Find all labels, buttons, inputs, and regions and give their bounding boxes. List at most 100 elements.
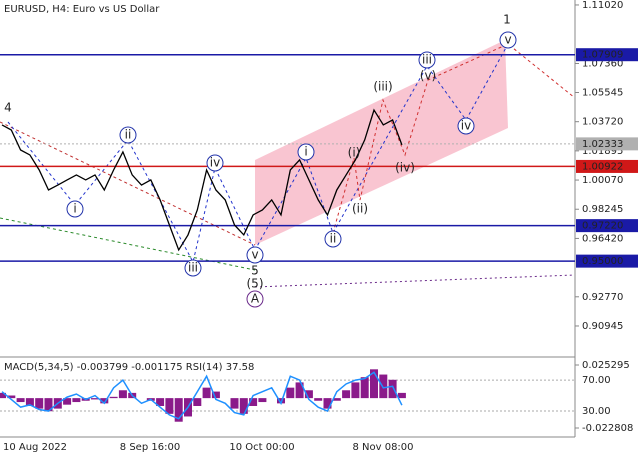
- y-tick-label: 0.96420: [582, 233, 623, 244]
- price-line: [1, 108, 403, 252]
- wave-circle: [246, 290, 264, 308]
- wave-label: v: [251, 248, 258, 262]
- level-label: 1.02333: [582, 139, 623, 150]
- wave-circle: [499, 31, 517, 49]
- y-tick-label: 1.03720: [582, 117, 623, 128]
- channel: [255, 40, 508, 245]
- y-tick-label: -0.022808: [582, 423, 633, 434]
- wave-label: (v): [420, 69, 436, 83]
- wave-label: 5: [251, 264, 259, 278]
- wave-label: (iii): [373, 80, 392, 94]
- macd-bar: [91, 398, 99, 400]
- macd-bar: [314, 398, 323, 401]
- wave-label: (iv): [395, 161, 415, 175]
- level-label-box: [576, 254, 638, 268]
- level-label: 0.97220: [582, 221, 623, 232]
- level-label-box: [576, 159, 638, 173]
- wave-label: ii: [125, 128, 132, 142]
- macd-bar: [295, 382, 304, 399]
- level-label-box: [576, 219, 638, 233]
- macd-bar: [202, 387, 211, 399]
- macd-bar: [35, 398, 44, 409]
- macd-bar: [211, 391, 220, 399]
- y2-tick-label: 30.00: [582, 406, 611, 417]
- wave-path: [332, 43, 576, 234]
- macd-bar: [360, 377, 369, 399]
- trend-line: [254, 274, 576, 288]
- macd-bar: [286, 387, 295, 399]
- macd-bar: [397, 392, 406, 399]
- wave-circle: [324, 230, 342, 248]
- macd-bar: [63, 398, 72, 405]
- macd-bar: [72, 398, 81, 403]
- macd-bar: [100, 398, 109, 404]
- wave-label: iv: [210, 156, 220, 170]
- y-tick-label: 1.11020: [582, 0, 623, 11]
- wave-circle: [119, 126, 137, 144]
- macd-bar: [258, 398, 267, 403]
- wave-label: 4: [4, 101, 12, 115]
- wave-label: (5): [247, 277, 264, 291]
- y2-tick-label: 70.00: [582, 375, 611, 386]
- y-tick-label: 1.00070: [582, 175, 623, 186]
- y-tick-label: 0.90945: [582, 321, 623, 332]
- macd-bar: [304, 390, 313, 399]
- x-tick-label: 8 Nov 08:00: [352, 442, 413, 453]
- wave-label: iv: [461, 119, 471, 133]
- wave-label: iii: [188, 261, 198, 275]
- macd-bar: [109, 396, 118, 399]
- level-label-box: [576, 48, 638, 62]
- wave-label: iii: [422, 53, 432, 67]
- macd-bar: [165, 398, 174, 414]
- level-label: 1.00922: [582, 161, 623, 172]
- wave-label: 1: [503, 13, 511, 27]
- x-tick-label: 10 Aug 2022: [3, 442, 67, 453]
- macd-bar: [156, 398, 165, 406]
- macd-bar: [379, 374, 388, 399]
- trend-line: [0, 121, 256, 246]
- macd-bar: [239, 398, 248, 414]
- wave-label: i: [304, 145, 307, 159]
- macd-bar: [25, 398, 34, 406]
- macd-bar: [230, 398, 239, 409]
- wave-label: (ii): [352, 202, 368, 216]
- y-tick-label: 1.01895: [582, 146, 623, 157]
- wave-circle: [206, 154, 224, 172]
- wave-circle: [246, 246, 264, 264]
- y-tick-label: 1.05545: [582, 88, 623, 99]
- level-label: 1.07909: [582, 50, 623, 61]
- wave-label: i: [73, 202, 76, 216]
- macd-bar: [118, 390, 127, 399]
- wave-label: (i): [348, 146, 361, 160]
- wave-label: v: [504, 33, 511, 47]
- y-tick-label: 0.025295: [582, 360, 630, 371]
- macd-bar: [332, 398, 341, 401]
- y-tick-label: 0.98245: [582, 204, 623, 215]
- macd-bar: [351, 382, 360, 399]
- x-tick-label: 10 Oct 00:00: [229, 442, 294, 453]
- wave-circle: [457, 117, 475, 135]
- rsi-line: [1, 371, 403, 420]
- y-tick-label: 0.92770: [582, 292, 623, 303]
- wave-circle: [297, 143, 315, 161]
- chart-title: EURUSD, H4: Euro vs US Dollar: [4, 4, 160, 15]
- wave-label: A: [251, 292, 260, 306]
- macd-bar: [44, 398, 53, 412]
- macd-bar: [193, 398, 202, 406]
- macd-bar: [342, 390, 351, 399]
- macd-bar: [249, 398, 258, 406]
- macd-bar: [277, 398, 285, 404]
- wave-circle: [184, 259, 202, 277]
- macd-bar: [0, 392, 6, 399]
- macd-bar: [370, 369, 378, 399]
- x-tick-label: 8 Sep 16:00: [120, 442, 180, 453]
- indicator-title: MACD(5,34,5) -0.003799 -0.001175 RSI(14)…: [4, 362, 254, 373]
- wave-circle: [418, 51, 436, 69]
- wave-circle: [66, 200, 84, 218]
- macd-bar: [16, 398, 25, 403]
- level-label: 0.95000: [582, 256, 623, 267]
- y-tick-label: 1.07360: [582, 58, 623, 69]
- macd-bar: [323, 398, 332, 409]
- macd-bar: [388, 379, 397, 399]
